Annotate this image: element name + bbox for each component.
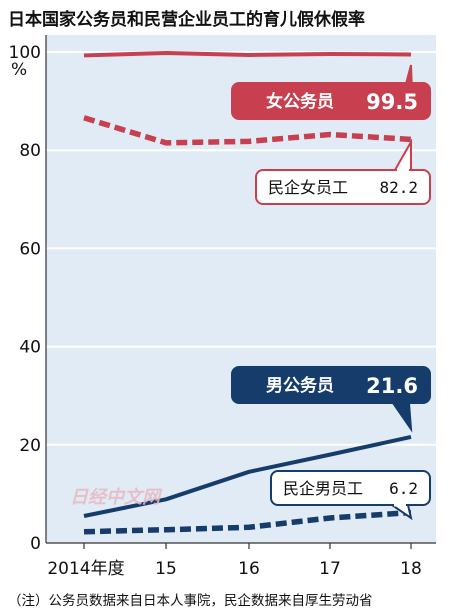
source-note: （注）公务员数据来自日本人事院，民企数据来自厚生劳动省 xyxy=(8,593,373,609)
y-tick-label: 100 xyxy=(9,43,41,63)
callout-box xyxy=(270,470,431,506)
series-callout: 民企男员工 6.2 xyxy=(270,470,431,521)
y-tick-label: 20 xyxy=(19,436,41,456)
series-callout: 女公务员 99.5 xyxy=(231,64,431,120)
x-tick-label: 2014年度 xyxy=(47,559,124,579)
series-value-label: 21.6 xyxy=(366,374,418,398)
series-line xyxy=(83,434,412,518)
series-name-label: 女公务员 xyxy=(266,91,334,112)
y-tick-label: 80 xyxy=(19,141,41,161)
series-line xyxy=(83,509,412,535)
watermark: 日经中文网 xyxy=(70,487,163,508)
x-axis: 2014年度 15 16 17 18 xyxy=(46,542,436,579)
series-value-label: 99.5 xyxy=(366,90,418,114)
series-name-label: 民企女员工 xyxy=(268,178,348,197)
x-tick-label: 17 xyxy=(319,559,341,579)
x-tick-label: 16 xyxy=(238,559,260,579)
y-tick-label: 0 xyxy=(30,534,41,554)
x-tick-label: 18 xyxy=(400,559,422,579)
callout-box xyxy=(231,82,431,120)
series-line xyxy=(83,50,412,58)
y-axis-unit: % xyxy=(11,60,27,80)
series-line xyxy=(83,115,412,146)
series-name-label: 男公务员 xyxy=(266,375,334,396)
y-axis: 0 20 40 60 80 100% xyxy=(9,35,47,554)
chart-title: 日本国家公务员和民营企业员工的育儿假休假率 xyxy=(8,10,365,30)
series-callout: 男公务员 21.6 xyxy=(231,366,431,433)
series-callouts: 女公务员 99.5 民企女员工 82.2 男公务员 21.6 民企男员工 6.2 xyxy=(231,64,431,521)
series-value-label: 82.2 xyxy=(379,178,418,197)
x-tick-label: 15 xyxy=(155,559,177,579)
y-tick-label: 40 xyxy=(19,338,41,358)
series-name-label: 民企男员工 xyxy=(283,479,363,498)
callout-box xyxy=(231,366,431,404)
series-lines xyxy=(83,50,412,535)
series-value-label: 6.2 xyxy=(389,479,418,498)
series-callout: 民企女员工 82.2 xyxy=(255,138,431,205)
y-tick-label: 60 xyxy=(19,239,41,259)
callout-box xyxy=(255,169,431,205)
